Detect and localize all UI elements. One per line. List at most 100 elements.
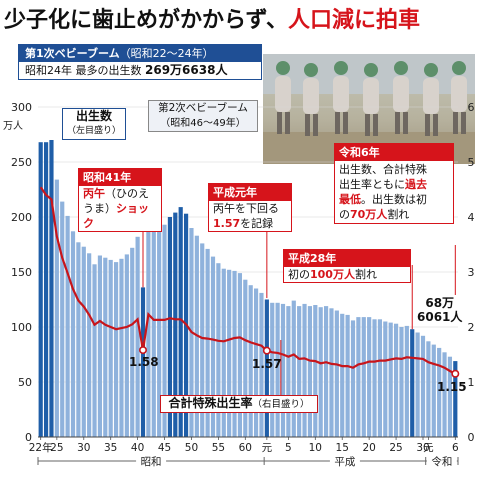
bar-1991 bbox=[275, 302, 280, 437]
r6-line4a: の bbox=[339, 208, 350, 221]
bar-1980 bbox=[216, 263, 221, 437]
title-part-2: 人口減に拍車 bbox=[288, 8, 421, 33]
h1-body: 丙午を下回る 1.57を記録 bbox=[209, 201, 291, 231]
era-label-bg bbox=[329, 454, 360, 468]
births-legend-label: 出生数 bbox=[75, 109, 112, 123]
bar-2016 bbox=[410, 329, 415, 437]
x-tick-label: 20 bbox=[362, 442, 375, 454]
x-tick-label: 30 bbox=[416, 442, 429, 454]
bar-1989 bbox=[264, 299, 269, 437]
boom2-line1: 第2次ベビーブーム bbox=[158, 102, 248, 114]
bar-1971 bbox=[167, 217, 173, 437]
r6-line2a: 出生率ともに bbox=[339, 178, 405, 191]
bar-2017 bbox=[415, 332, 420, 437]
s41-head: 昭和41年 bbox=[79, 169, 161, 186]
bar-2006 bbox=[356, 317, 361, 437]
bar-1967 bbox=[146, 223, 151, 437]
r6-line3-rest: 。出生数は初 bbox=[361, 193, 427, 206]
bar-1956 bbox=[87, 253, 92, 437]
bar-2013 bbox=[393, 323, 399, 437]
bar-2014 bbox=[399, 327, 404, 437]
bar-1962 bbox=[119, 258, 124, 437]
bar-1981 bbox=[221, 268, 226, 437]
s41-body: 丙午（ひのえ うま）ショック bbox=[79, 186, 161, 231]
y-left-tick-label: 0 bbox=[25, 431, 32, 444]
bar-2021 bbox=[437, 347, 442, 437]
x-tick-label: 25 bbox=[389, 442, 402, 454]
x-tick-label: 22年 bbox=[29, 441, 53, 454]
title-part-1: 少子化に歯止めがかからず、 bbox=[4, 8, 289, 33]
bar-1987 bbox=[253, 288, 259, 437]
h28-head: 平成28年 bbox=[284, 250, 410, 267]
era-bar: 昭和 平成 令和 bbox=[37, 454, 459, 468]
bar-2020 bbox=[431, 344, 436, 437]
bar-1995 bbox=[297, 306, 302, 437]
y-right-tick-label: 0 bbox=[468, 431, 475, 444]
x-tick-label: 45 bbox=[158, 442, 171, 454]
x-tick-label: 元 bbox=[262, 442, 273, 454]
births-legend-box: 出生数 （左目盛り） bbox=[62, 108, 126, 140]
x-tick-label: 40 bbox=[131, 442, 144, 454]
bar-1983 bbox=[232, 270, 237, 437]
s41-rest1: （ひのえ bbox=[105, 187, 149, 200]
bar-1947 bbox=[38, 142, 43, 437]
y-right-tick-label: 4 bbox=[468, 211, 475, 224]
boom1-line-b: 269万6638人 bbox=[145, 63, 228, 77]
y-left-tick-label: 50 bbox=[18, 376, 32, 389]
era-label: 昭和 bbox=[141, 456, 162, 468]
bar-1955 bbox=[81, 246, 86, 437]
bar-1949 bbox=[49, 140, 54, 437]
bar-2001 bbox=[329, 308, 334, 437]
x-tick-label: 55 bbox=[212, 442, 225, 454]
bar-1994 bbox=[291, 300, 296, 437]
bar-2018 bbox=[420, 335, 426, 437]
rate-point-1966 bbox=[139, 346, 148, 355]
bar-1953 bbox=[70, 231, 76, 437]
x-tick-label: 50 bbox=[185, 442, 198, 454]
boom2-line2: （昭和46～49年） bbox=[160, 118, 246, 129]
bar-1982 bbox=[227, 269, 232, 437]
bar-1999 bbox=[318, 307, 323, 437]
y-right-tick-label: 6 bbox=[468, 101, 475, 114]
bar-2024 bbox=[453, 361, 458, 437]
bar-1951 bbox=[60, 201, 65, 437]
r6-line3-red: 最低 bbox=[339, 193, 361, 206]
y-left-unit: 万人 bbox=[3, 121, 23, 132]
bar-1985 bbox=[243, 279, 248, 437]
y-right-tick-label: 2 bbox=[468, 321, 475, 334]
x-tick-label: 15 bbox=[336, 442, 349, 454]
boom1-title: 第1次ベビーブーム bbox=[25, 47, 120, 60]
bar-1993 bbox=[286, 306, 291, 437]
births-legend-sub: （左目盛り） bbox=[66, 126, 121, 136]
bar-1970 bbox=[162, 224, 167, 437]
bar-2009 bbox=[372, 319, 377, 437]
bar-1996 bbox=[302, 303, 307, 437]
rate-legend-sub: （右目盛り） bbox=[252, 399, 310, 410]
bar-2000 bbox=[323, 306, 329, 437]
bar-2010 bbox=[377, 319, 383, 437]
bar-1965 bbox=[135, 236, 140, 437]
bar-2002 bbox=[334, 310, 339, 437]
rate-1989-label: 1.57 bbox=[252, 357, 282, 371]
bar-1969 bbox=[157, 229, 162, 437]
r6-line1: 出生数、合計特殊 bbox=[339, 163, 427, 176]
births-2024-label: 68万 6061人 bbox=[417, 296, 462, 324]
bar-1950 bbox=[54, 179, 59, 437]
s41-rest2: うま） bbox=[83, 202, 116, 215]
rate-legend-label: 合計特殊出生率 bbox=[168, 396, 253, 410]
rate-point-1989 bbox=[262, 346, 271, 355]
bar-1964 bbox=[130, 247, 135, 437]
h1-head: 平成元年 bbox=[209, 184, 291, 201]
bar-1972 bbox=[173, 212, 178, 437]
era-label: 令和 bbox=[431, 455, 452, 468]
births-2024-line1: 68万 bbox=[425, 296, 455, 310]
r6-line4-red: 70万人 bbox=[350, 208, 388, 221]
y-left-tick-label: 250 bbox=[11, 156, 32, 169]
h1-line1: 丙午を下回る bbox=[213, 202, 279, 215]
x-tick-label: 10 bbox=[309, 442, 322, 454]
y-right-tick-label: 1 bbox=[468, 376, 475, 389]
s41-red1: 丙午 bbox=[83, 187, 105, 200]
bar-1963 bbox=[124, 254, 129, 437]
bar-1977 bbox=[200, 243, 205, 437]
